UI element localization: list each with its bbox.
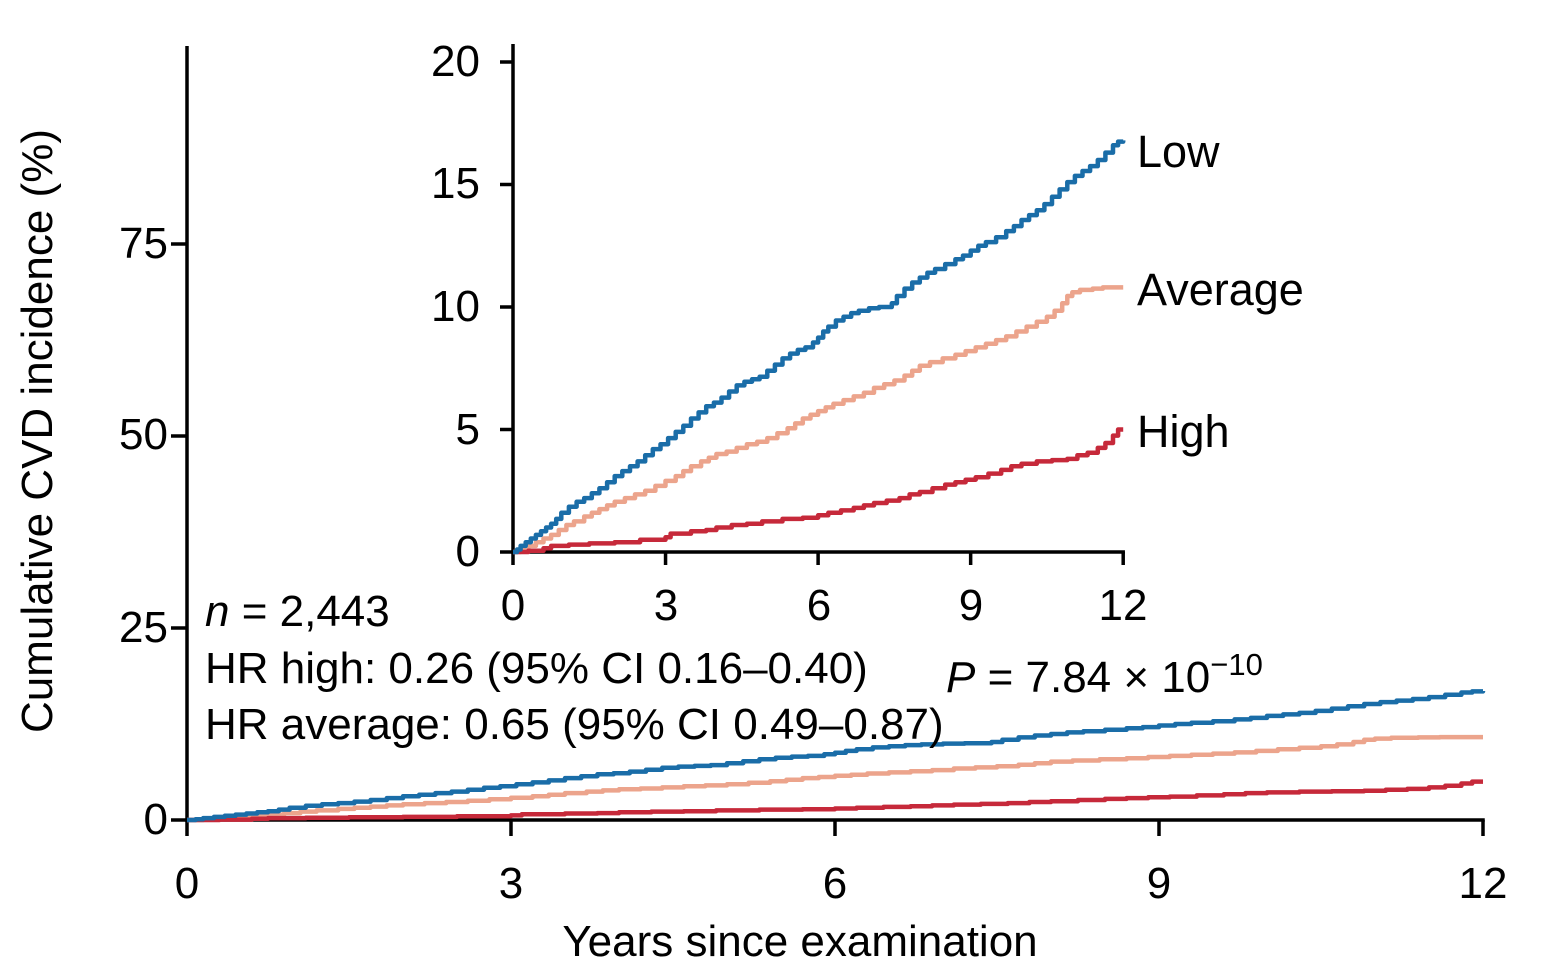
x-axis-title: Years since examination [562, 917, 1038, 966]
high-curve-main [187, 779, 1483, 823]
average-curve-main [187, 734, 1483, 823]
main-x-tick-12: 12 [1458, 859, 1508, 908]
n-symbol: n [205, 587, 230, 636]
inset-y-tick-20: 20 [431, 37, 480, 86]
legend-label-high: High [1137, 406, 1230, 457]
y-axis-title: Cumulative CVD incidence (%) [13, 129, 62, 733]
inset-y-tick-5: 5 [455, 405, 480, 454]
high-curve-inset [513, 427, 1124, 555]
p-value-annotation: P = 7.84 × 10−10 [946, 647, 1263, 708]
inset-y-tick-10: 10 [431, 282, 480, 331]
inset-x-tick-3: 3 [653, 581, 679, 630]
main-y-tick-0: 0 [143, 795, 168, 844]
main-y-tick-75: 75 [119, 219, 168, 268]
p-symbol: P [946, 653, 976, 702]
p-exponent: −10 [1210, 647, 1263, 682]
main-x-tick-3: 3 [498, 859, 524, 908]
main-y-tick-25: 25 [119, 603, 168, 652]
inset-x-tick-12: 12 [1098, 581, 1148, 630]
hr-high-annotation: HR high: 0.26 (95% CI 0.16–0.40) [205, 644, 868, 693]
inset-x-tick-9: 9 [958, 581, 984, 630]
legend-label-average: Average [1137, 264, 1304, 315]
n-value: = 2,443 [229, 587, 390, 636]
main-y-tick-50: 50 [119, 410, 168, 459]
inset-y-tick-0: 0 [455, 527, 480, 576]
legend-label-low: Low [1137, 126, 1220, 177]
main-x-tick-9: 9 [1146, 859, 1172, 908]
hr-average-annotation: HR average: 0.65 (95% CI 0.49–0.87) [205, 700, 944, 749]
low-curve-main [187, 689, 1486, 823]
main-x-tick-6: 6 [822, 859, 848, 908]
inset-x-tick-0: 0 [500, 581, 526, 630]
average-curve-inset [513, 285, 1124, 555]
p-base: = 7.84 × 10 [975, 653, 1211, 702]
low-curve-inset [513, 139, 1126, 555]
n-annotation: n = 2,443 [205, 586, 390, 638]
inset-y-tick-15: 15 [431, 159, 480, 208]
main-x-tick-0: 0 [174, 859, 200, 908]
inset-x-tick-6: 6 [806, 581, 832, 630]
